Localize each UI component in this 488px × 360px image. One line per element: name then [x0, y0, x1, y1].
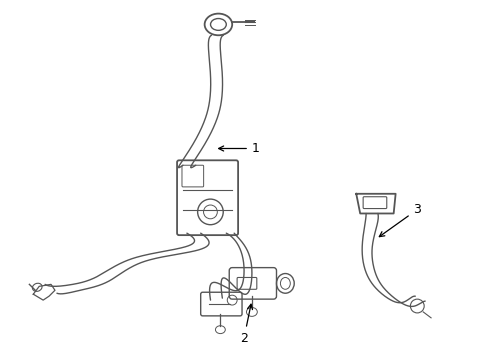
- Text: 3: 3: [379, 203, 420, 237]
- FancyBboxPatch shape: [363, 197, 386, 208]
- Text: 2: 2: [240, 304, 252, 345]
- Polygon shape: [356, 194, 395, 213]
- Text: 1: 1: [218, 142, 259, 155]
